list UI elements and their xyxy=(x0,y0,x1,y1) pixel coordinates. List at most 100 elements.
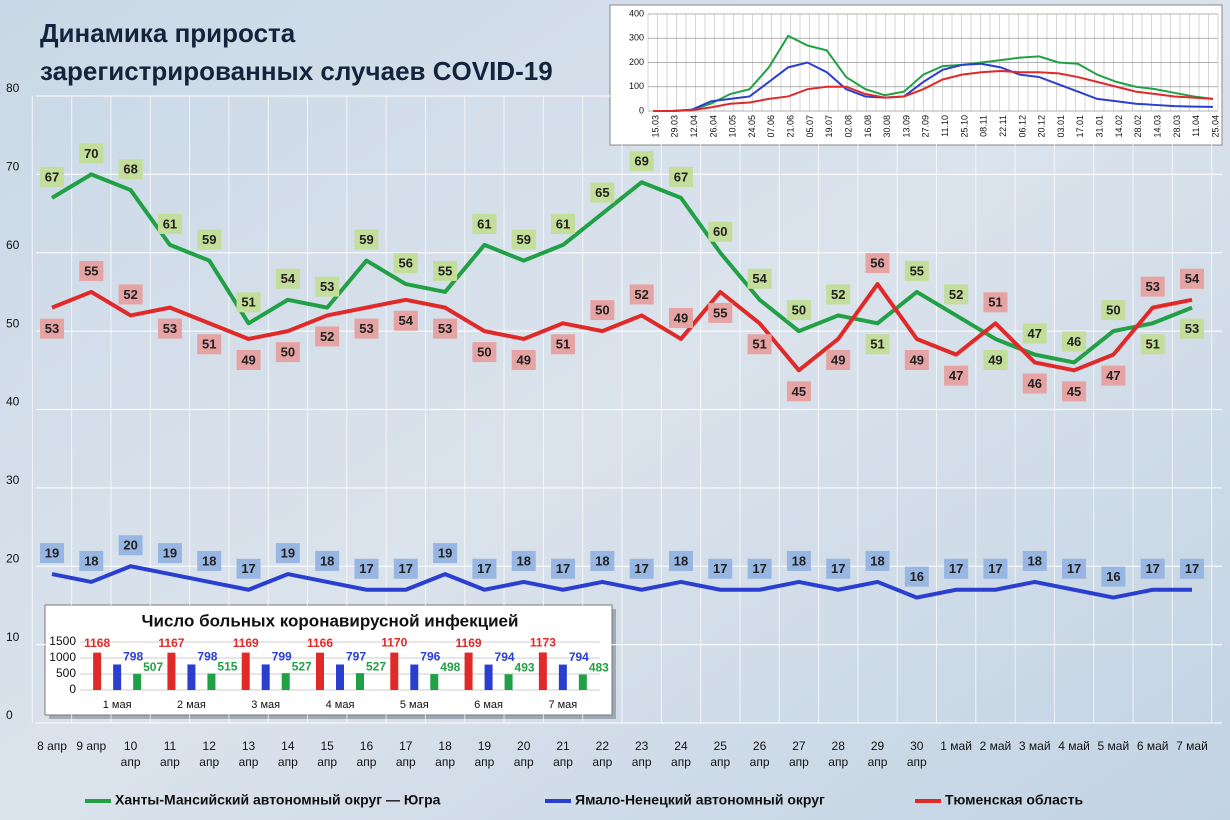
label-box xyxy=(551,334,576,355)
data-label: 52 xyxy=(320,329,334,344)
label-box xyxy=(944,558,969,579)
data-label: 18 xyxy=(84,553,98,568)
bar xyxy=(316,652,324,690)
data-label: 17 xyxy=(1067,561,1081,576)
data-label: 51 xyxy=(870,337,884,352)
label-box xyxy=(315,276,340,297)
x-tick-label: 16.08 xyxy=(863,115,873,138)
y-tick-label: 100 xyxy=(629,81,644,91)
label-box xyxy=(944,365,969,386)
data-label: 54 xyxy=(1185,271,1200,286)
label-box xyxy=(904,349,929,370)
label-box xyxy=(904,260,929,281)
data-label: 55 xyxy=(438,263,452,278)
data-label: 493 xyxy=(515,660,535,674)
x-tick-label: 5 мая xyxy=(400,699,429,711)
data-label: 796 xyxy=(420,650,440,664)
label-box xyxy=(472,213,497,234)
data-label: 16 xyxy=(1106,569,1120,584)
label-box xyxy=(747,558,772,579)
x-tick-label: 18 апр xyxy=(435,739,456,769)
data-label: 49 xyxy=(831,352,845,367)
x-tick-label: 3 мая xyxy=(251,699,280,711)
data-label: 49 xyxy=(516,352,530,367)
x-tick-label: 25.10 xyxy=(959,115,969,138)
x-tick-label: 21 апр xyxy=(553,739,573,769)
data-label: 69 xyxy=(634,154,648,169)
x-tick-label: 30 апр xyxy=(906,739,927,769)
label-box xyxy=(1180,558,1204,579)
data-label: 18 xyxy=(870,553,884,568)
bar xyxy=(578,674,587,690)
x-tick-label: 05.07 xyxy=(805,115,815,138)
label-box xyxy=(157,318,182,339)
data-label: 53 xyxy=(359,321,373,336)
y-tick-label: 70 xyxy=(6,160,20,174)
x-tick-label: 20.12 xyxy=(1037,115,1047,138)
data-label: 1168 xyxy=(84,636,110,650)
data-label: 55 xyxy=(713,305,727,320)
label-box xyxy=(236,558,261,579)
label-box xyxy=(1062,381,1087,402)
label-box xyxy=(747,334,772,355)
data-label: 19 xyxy=(163,546,177,561)
data-label: 794 xyxy=(495,650,515,664)
x-tick-label: 17 апр xyxy=(395,739,416,769)
data-label: 19 xyxy=(281,546,295,561)
data-label: 68 xyxy=(123,161,137,176)
label-box xyxy=(236,292,261,313)
x-tick-label: 7 май xyxy=(1176,739,1208,753)
label-box xyxy=(629,558,654,579)
data-label: 47 xyxy=(949,368,963,383)
x-tick-label: 3 май xyxy=(1018,739,1051,753)
label-box xyxy=(708,558,733,579)
bar xyxy=(538,652,547,690)
x-tick-label: 25 апр xyxy=(710,739,731,769)
x-tick-label: 29 апр xyxy=(867,739,888,769)
data-label: 515 xyxy=(217,660,237,674)
label-box xyxy=(40,543,64,564)
data-label: 56 xyxy=(399,256,413,271)
label-box xyxy=(1101,566,1126,587)
data-label: 49 xyxy=(241,352,255,367)
label-box xyxy=(118,159,143,180)
label-box xyxy=(1140,276,1165,297)
label-box xyxy=(629,284,654,305)
data-label: 61 xyxy=(477,216,491,231)
label-box xyxy=(511,349,536,370)
data-label: 46 xyxy=(1067,334,1081,349)
label-box xyxy=(315,326,340,347)
y-tick-label: 50 xyxy=(6,316,20,330)
label-box xyxy=(79,143,104,164)
bar xyxy=(430,674,439,690)
label-box xyxy=(983,349,1008,370)
data-label: 17 xyxy=(752,561,766,576)
data-label: 52 xyxy=(634,287,648,302)
data-label: 798 xyxy=(197,650,217,664)
x-tick-label: 08.11 xyxy=(979,115,989,137)
data-label: 49 xyxy=(910,352,924,367)
bar xyxy=(484,664,493,690)
bar xyxy=(390,652,399,690)
data-label: 1166 xyxy=(307,636,333,650)
data-label: 53 xyxy=(1185,321,1199,336)
x-tick-label: 07.06 xyxy=(766,115,776,138)
bar xyxy=(187,664,196,690)
label-box xyxy=(551,213,576,234)
data-label: 799 xyxy=(272,650,292,664)
data-label: 54 xyxy=(752,271,767,286)
y-tick-label: 80 xyxy=(6,81,20,95)
data-label: 53 xyxy=(320,279,334,294)
data-label: 1173 xyxy=(530,636,556,650)
x-tick-label: 11.10 xyxy=(940,115,950,137)
label-box xyxy=(708,302,733,323)
x-tick-label: 24 апр xyxy=(671,739,691,769)
x-tick-label: 20 апр xyxy=(513,739,534,769)
data-label: 507 xyxy=(143,660,163,674)
series-line xyxy=(51,282,1193,373)
y-tick-label: 200 xyxy=(629,57,644,67)
series-line xyxy=(653,61,1214,112)
x-tick-label: 1 мая xyxy=(103,699,132,711)
chart-title: Динамика прироста зарегистрированных слу… xyxy=(40,18,553,86)
label-box xyxy=(315,550,340,571)
